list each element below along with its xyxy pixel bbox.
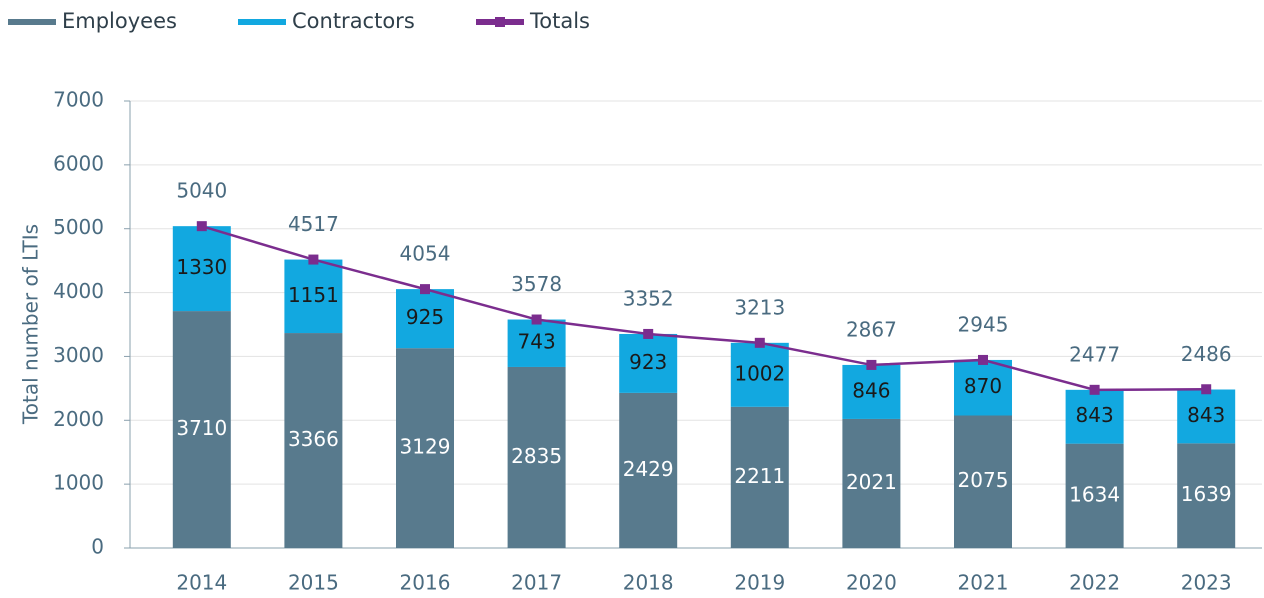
data-label: 1634 — [1069, 482, 1120, 506]
x-tick-label: 2018 — [623, 571, 674, 595]
x-tick-label: 2020 — [846, 571, 897, 595]
y-tick-label: 3000 — [53, 343, 104, 367]
x-tick-label: 2022 — [1069, 571, 1120, 595]
data-label: 2835 — [511, 444, 562, 468]
total-label: 2867 — [846, 317, 897, 341]
x-tick-label: 2016 — [400, 571, 451, 595]
bar-segment — [842, 418, 901, 548]
bar-segment — [619, 333, 678, 393]
data-label: 2429 — [623, 457, 674, 481]
total-label: 2477 — [1069, 342, 1120, 366]
y-tick-label: 1000 — [53, 471, 104, 495]
data-label: 1151 — [288, 283, 339, 307]
total-line — [201, 224, 1207, 392]
legend-label: Totals — [529, 9, 590, 33]
data-label: 3129 — [400, 435, 451, 459]
bar-segment — [842, 364, 901, 419]
bar-segment — [284, 259, 343, 334]
bar-segment — [619, 392, 678, 548]
bar-segment — [1177, 389, 1236, 444]
line-marker — [978, 354, 988, 365]
x-tick-label: 2023 — [1181, 571, 1232, 595]
total-label: 2486 — [1181, 342, 1232, 366]
bar-segment — [507, 319, 566, 367]
total-label: 3352 — [623, 286, 674, 310]
total-label: 4054 — [400, 242, 451, 266]
bar-segment — [396, 289, 454, 349]
data-label: 846 — [852, 378, 890, 402]
y-tick-label: 2000 — [53, 407, 104, 431]
bar-segment — [507, 366, 566, 548]
x-tick-label: 2014 — [176, 571, 227, 595]
y-tick-label: 4000 — [53, 279, 104, 303]
line-marker — [643, 328, 654, 339]
data-label: 2075 — [958, 468, 1009, 492]
data-label: 843 — [1076, 403, 1114, 427]
bar-segment — [730, 406, 789, 548]
bar-segment — [172, 311, 231, 548]
y-tick-label: 5000 — [53, 215, 104, 239]
line-marker — [420, 284, 430, 295]
x-tick-label: 2015 — [288, 571, 339, 595]
data-label: 1639 — [1181, 482, 1232, 506]
bar-segment — [1065, 389, 1124, 444]
y-tick-label: 0 — [91, 535, 104, 559]
data-label: 1002 — [734, 361, 785, 385]
bar-segment — [396, 348, 454, 548]
total-label: 5040 — [176, 179, 227, 203]
data-label: 1330 — [176, 255, 227, 279]
x-tick-label: 2019 — [734, 571, 785, 595]
bar-segment — [730, 342, 789, 407]
total-label: 2945 — [958, 312, 1009, 336]
bar-segment — [172, 226, 231, 312]
data-label: 843 — [1187, 403, 1225, 427]
bar-segment — [1177, 443, 1236, 548]
line-marker — [531, 314, 542, 325]
total-label: 3213 — [734, 295, 785, 319]
total-label: 4517 — [288, 212, 339, 236]
total-label: 3578 — [511, 272, 562, 296]
data-label: 3710 — [176, 416, 227, 440]
bar-segment — [954, 359, 1012, 416]
line-marker — [196, 221, 207, 232]
data-label: 923 — [629, 350, 667, 374]
bar-segment — [1065, 443, 1124, 548]
line-marker — [1089, 384, 1100, 395]
line-marker — [308, 254, 319, 265]
y-tick-label: 7000 — [53, 88, 104, 112]
x-tick-label: 2021 — [958, 571, 1009, 595]
bar-segment — [954, 415, 1012, 548]
x-tick-label: 2017 — [511, 571, 562, 595]
legend-marker — [495, 17, 505, 27]
y-tick-label: 6000 — [53, 151, 104, 175]
bar-segment — [284, 333, 343, 548]
data-label: 925 — [406, 305, 444, 329]
legend-label: Contractors — [292, 9, 415, 33]
legend-label: Employees — [62, 9, 177, 33]
line-marker — [1201, 384, 1212, 395]
data-label: 2211 — [734, 464, 785, 488]
data-label: 3366 — [288, 427, 339, 451]
data-label: 743 — [518, 330, 556, 354]
y-axis-title: Total number of LTIs — [19, 224, 43, 425]
data-label: 2021 — [846, 470, 897, 494]
data-label: 870 — [964, 374, 1002, 398]
line-marker — [866, 359, 877, 370]
line-marker — [754, 337, 765, 348]
